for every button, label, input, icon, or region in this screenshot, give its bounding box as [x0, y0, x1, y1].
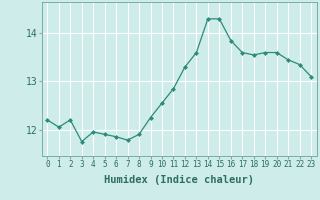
X-axis label: Humidex (Indice chaleur): Humidex (Indice chaleur) — [104, 175, 254, 185]
